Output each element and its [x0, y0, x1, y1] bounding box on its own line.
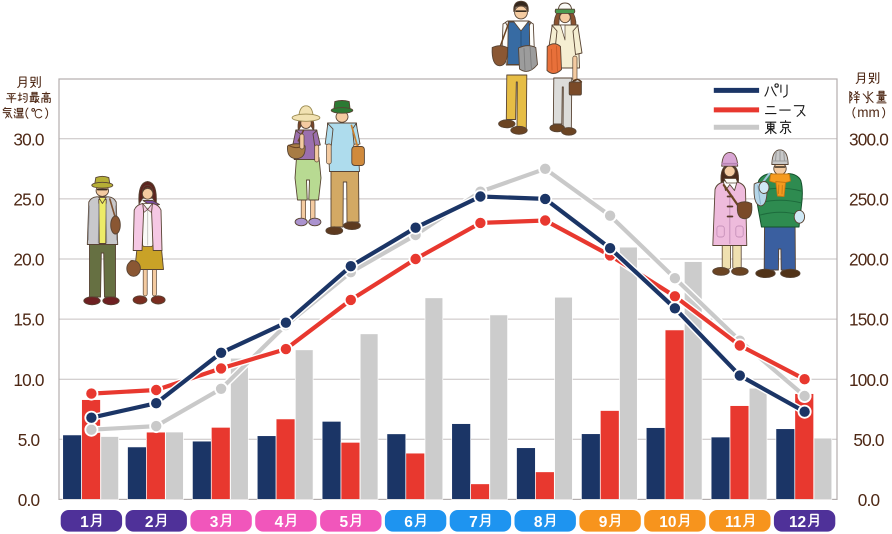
svg-text:10: 10 — [659, 514, 676, 531]
svg-text:2: 2 — [145, 514, 154, 531]
svg-text:8: 8 — [534, 514, 543, 531]
svg-text:15.0: 15.0 — [13, 310, 43, 330]
svg-text:20.0: 20.0 — [13, 250, 43, 270]
svg-text:100.0: 100.0 — [849, 370, 888, 390]
svg-text:9: 9 — [599, 514, 608, 531]
svg-text:200.0: 200.0 — [849, 250, 888, 270]
svg-text:1: 1 — [80, 514, 89, 531]
svg-text:11: 11 — [725, 514, 742, 531]
svg-text:50.0: 50.0 — [853, 430, 883, 450]
svg-text:mm: mm — [857, 105, 880, 120]
svg-text:10.0: 10.0 — [13, 370, 43, 390]
svg-text:3: 3 — [210, 514, 219, 531]
svg-text:300.0: 300.0 — [849, 129, 888, 149]
svg-text:5: 5 — [339, 514, 348, 531]
svg-text:4: 4 — [275, 514, 284, 531]
svg-text:5.0: 5.0 — [18, 430, 40, 450]
svg-text:150.0: 150.0 — [849, 310, 888, 330]
svg-text:7: 7 — [469, 514, 478, 531]
svg-text:25.0: 25.0 — [13, 190, 43, 210]
svg-text:250.0: 250.0 — [849, 190, 888, 210]
svg-text:30.0: 30.0 — [13, 129, 43, 149]
svg-text:6: 6 — [404, 514, 413, 531]
svg-text:12: 12 — [789, 514, 806, 531]
svg-text:0.0: 0.0 — [858, 490, 880, 510]
svg-text:0.0: 0.0 — [18, 490, 40, 510]
